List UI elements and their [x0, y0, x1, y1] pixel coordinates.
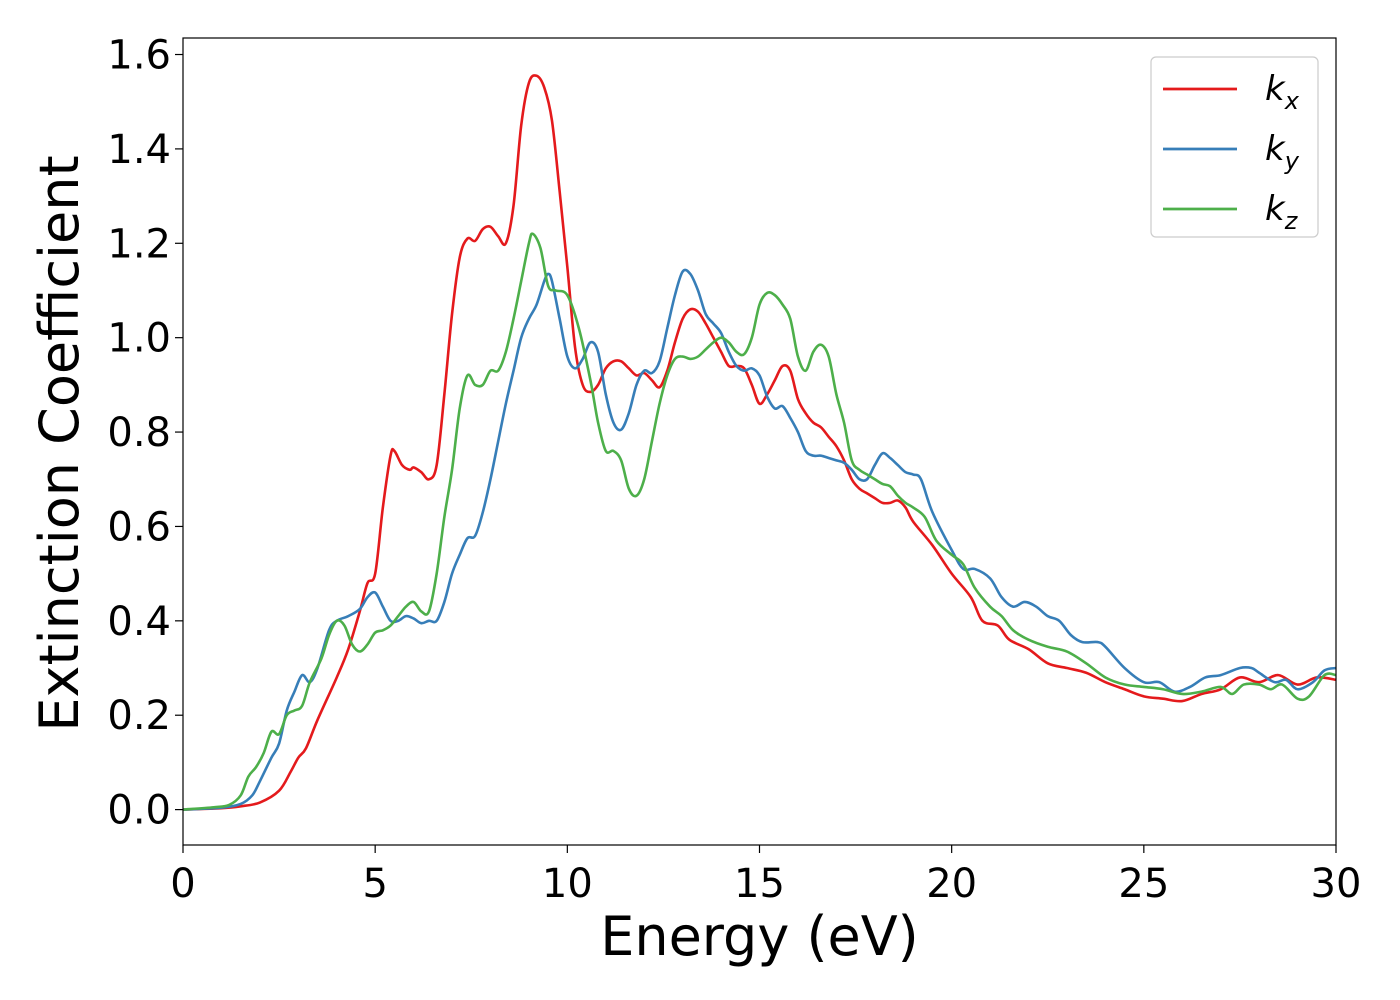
- series-line-x: [182, 74, 1337, 811]
- x-tick-label: 15: [734, 861, 785, 907]
- y-tick-label: 0.4: [107, 599, 171, 645]
- legend-label-y: ky: [1265, 129, 1300, 175]
- y-tick-label: 0.6: [107, 504, 171, 550]
- series-line-z: [182, 232, 1337, 811]
- y-tick-label: 1.2: [107, 221, 171, 267]
- y-tick-label: 1.0: [107, 316, 171, 362]
- y-tick-label: 1.6: [107, 33, 171, 79]
- y-axis-ticks: 0.0 0.2 0.4 0.6 0.8 1.0 1.2 1.4 1.6: [107, 33, 183, 834]
- x-tick-label: 30: [1311, 861, 1362, 907]
- x-tick-label: 20: [926, 861, 977, 907]
- y-tick-label: 0.2: [107, 693, 171, 739]
- series-layer: [182, 74, 1337, 811]
- x-tick-label: 10: [542, 861, 593, 907]
- y-axis-title: Extinction Coefficient: [28, 155, 91, 731]
- legend-label-x: kx: [1265, 69, 1300, 115]
- legend-label-z: kz: [1265, 189, 1299, 235]
- legend-box: [1150, 56, 1319, 238]
- x-tick-label: 0: [170, 861, 195, 907]
- series-line-y: [182, 268, 1337, 811]
- y-tick-label: 1.4: [107, 127, 171, 173]
- x-tick-label: 25: [1118, 861, 1169, 907]
- x-axis-title: Energy (eV): [600, 905, 919, 968]
- y-tick-label: 0.8: [107, 410, 171, 456]
- legend: kx ky kz: [1150, 56, 1319, 238]
- x-tick-label: 5: [362, 861, 387, 907]
- x-axis-ticks: 0 5 10 15 20 25 30: [170, 845, 1361, 907]
- y-tick-label: 0.0: [107, 788, 171, 834]
